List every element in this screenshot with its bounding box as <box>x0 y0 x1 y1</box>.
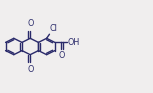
Text: OH: OH <box>67 38 80 47</box>
Text: O: O <box>58 51 65 60</box>
Text: O: O <box>27 65 33 74</box>
Text: Cl: Cl <box>50 24 58 33</box>
Text: O: O <box>27 19 33 28</box>
